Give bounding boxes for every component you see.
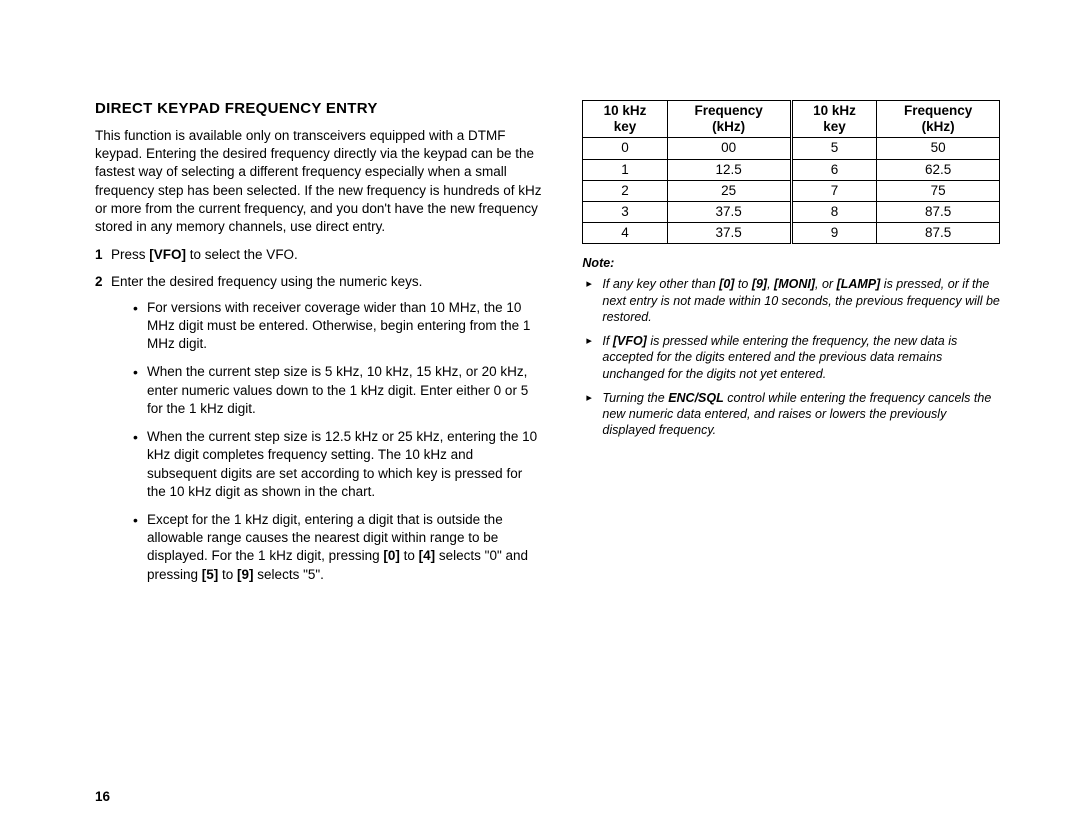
key-label: [5] xyxy=(202,567,219,582)
note-item: Turning the ENC/SQL control while enteri… xyxy=(586,390,1000,439)
frequency-table: 10 kHzkey Frequency(kHz) 10 kHzkey Frequ… xyxy=(582,100,1000,244)
table-cell: 1 xyxy=(583,159,667,180)
table-cell: 87.5 xyxy=(877,223,1000,244)
table-header-row: 10 kHzkey Frequency(kHz) 10 kHzkey Frequ… xyxy=(583,101,1000,138)
table-cell: 37.5 xyxy=(667,201,791,222)
table-header: Frequency(kHz) xyxy=(877,101,1000,138)
text: to select the VFO. xyxy=(186,247,298,262)
table-cell: 2 xyxy=(583,180,667,201)
text: selects "5". xyxy=(254,567,324,582)
table-row: 337.5887.5 xyxy=(583,201,1000,222)
table-cell: 9 xyxy=(791,223,877,244)
table-body: 000550 112.5662.5 225775 337.5887.5 437.… xyxy=(583,138,1000,244)
bullet-item: When the current step size is 5 kHz, 10 … xyxy=(133,363,542,418)
key-label: [LAMP] xyxy=(837,277,881,291)
step-1: 1 Press [VFO] to select the VFO. xyxy=(95,246,542,264)
right-column: 10 kHzkey Frequency(kHz) 10 kHzkey Frequ… xyxy=(582,100,1000,594)
key-label: [0] xyxy=(383,548,400,563)
text: Frequency xyxy=(694,103,762,118)
text: (kHz) xyxy=(712,119,745,134)
table-cell: 6 xyxy=(791,159,877,180)
table-row: 000550 xyxy=(583,138,1000,159)
key-label: [VFO] xyxy=(149,247,186,262)
table-cell: 12.5 xyxy=(667,159,791,180)
text: to xyxy=(400,548,419,563)
table-header: 10 kHzkey xyxy=(791,101,877,138)
steps-list: 1 Press [VFO] to select the VFO. 2 Enter… xyxy=(95,246,542,584)
table-cell: 8 xyxy=(791,201,877,222)
text: 10 kHz xyxy=(604,103,647,118)
text: Frequency xyxy=(904,103,972,118)
table-row: 437.5987.5 xyxy=(583,223,1000,244)
table-cell: 00 xyxy=(667,138,791,159)
table-header: 10 kHzkey xyxy=(583,101,667,138)
text: Press xyxy=(111,247,149,262)
key-label: [MONI] xyxy=(774,277,815,291)
intro-paragraph: This function is available only on trans… xyxy=(95,127,542,236)
text: key xyxy=(614,119,637,134)
text: is pressed while entering the frequency,… xyxy=(602,334,957,381)
text: , or xyxy=(815,277,837,291)
table-cell: 37.5 xyxy=(667,223,791,244)
text: Turning the xyxy=(602,391,668,405)
sub-bullets: For versions with receiver coverage wide… xyxy=(111,299,542,584)
page-content: DIRECT KEYPAD FREQUENCY ENTRY This funct… xyxy=(0,0,1080,634)
step-number: 1 xyxy=(95,246,103,264)
text: If any key other than xyxy=(602,277,719,291)
left-column: DIRECT KEYPAD FREQUENCY ENTRY This funct… xyxy=(95,100,542,594)
step-2: 2 Enter the desired frequency using the … xyxy=(95,273,542,584)
table-cell: 50 xyxy=(877,138,1000,159)
table-cell: 3 xyxy=(583,201,667,222)
page-number: 16 xyxy=(95,789,110,804)
note-heading: Note: xyxy=(582,256,1000,270)
step-text: Press [VFO] to select the VFO. xyxy=(111,247,298,262)
text: If xyxy=(602,334,612,348)
key-label: [VFO] xyxy=(613,334,647,348)
key-label: [9] xyxy=(237,567,254,582)
key-label: [0] xyxy=(719,277,734,291)
bullet-item: When the current step size is 12.5 kHz o… xyxy=(133,428,542,501)
note-item: If any key other than [0] to [9], [MONI]… xyxy=(586,276,1000,325)
text: (kHz) xyxy=(922,119,955,134)
text: key xyxy=(823,119,846,134)
step-text: Enter the desired frequency using the nu… xyxy=(111,274,422,289)
table-cell: 7 xyxy=(791,180,877,201)
bullet-item: Except for the 1 kHz digit, entering a d… xyxy=(133,511,542,584)
table-cell: 87.5 xyxy=(877,201,1000,222)
table-cell: 0 xyxy=(583,138,667,159)
key-label: ENC/SQL xyxy=(668,391,724,405)
text: to xyxy=(218,567,237,582)
table-row: 112.5662.5 xyxy=(583,159,1000,180)
table-row: 225775 xyxy=(583,180,1000,201)
bullet-item: For versions with receiver coverage wide… xyxy=(133,299,542,354)
text: to xyxy=(734,277,751,291)
table-cell: 75 xyxy=(877,180,1000,201)
table-header: Frequency(kHz) xyxy=(667,101,791,138)
section-heading: DIRECT KEYPAD FREQUENCY ENTRY xyxy=(95,100,542,117)
table-cell: 4 xyxy=(583,223,667,244)
key-label: [4] xyxy=(419,548,436,563)
table-cell: 62.5 xyxy=(877,159,1000,180)
note-item: If [VFO] is pressed while entering the f… xyxy=(586,333,1000,382)
notes-list: If any key other than [0] to [9], [MONI]… xyxy=(582,276,1000,438)
table-cell: 25 xyxy=(667,180,791,201)
key-label: [9] xyxy=(752,277,767,291)
table-cell: 5 xyxy=(791,138,877,159)
text: 10 kHz xyxy=(813,103,856,118)
text: , xyxy=(767,277,774,291)
step-number: 2 xyxy=(95,273,103,291)
